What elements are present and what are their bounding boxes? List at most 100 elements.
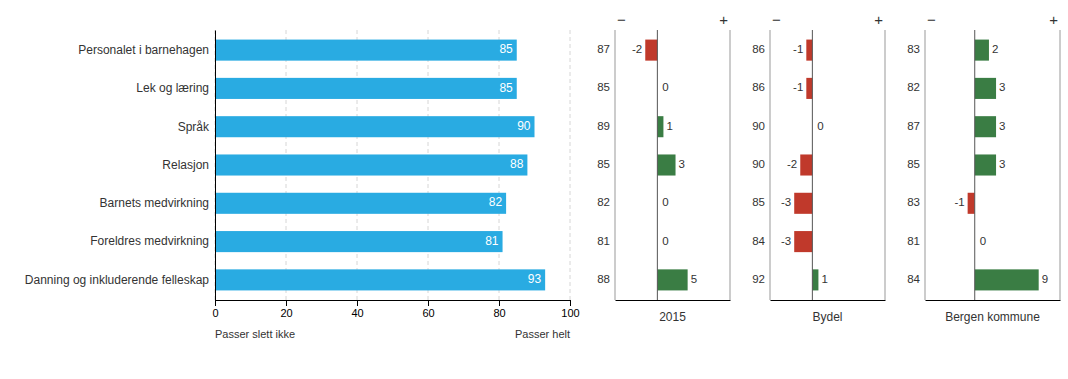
diff-bar [657, 116, 663, 137]
score-label: 85 [597, 81, 610, 93]
data-label: -1 [793, 43, 803, 55]
data-labels: 1-3-3-20-1-1 [781, 43, 828, 285]
annotation: + [874, 11, 883, 28]
y-tick-label: Foreldres medvirkning [90, 234, 209, 248]
diff-bar [975, 78, 996, 99]
data-label: -3 [781, 196, 791, 208]
annotation: Passer helt [515, 328, 570, 340]
y-tick-label: Språk [178, 120, 210, 134]
data-label: 3 [999, 81, 1005, 93]
bar [215, 78, 517, 99]
score-label: 84 [752, 235, 765, 247]
score-label: 81 [597, 235, 610, 247]
data-label: 0 [662, 196, 668, 208]
diff-bar [812, 269, 818, 290]
scores: 88818285898587 [597, 43, 610, 285]
diff-bar [975, 40, 989, 61]
scores: 84818385878283 [907, 43, 920, 285]
score-label: 85 [752, 196, 765, 208]
y-tick-label: Lek og læring [136, 81, 209, 95]
score-label: 85 [907, 158, 920, 170]
frame-left [925, 30, 926, 300]
data-label: 3 [999, 158, 1005, 170]
data-label: 5 [691, 273, 697, 285]
grid-line [215, 30, 216, 300]
data-labels: 90-13332 [954, 43, 1048, 285]
x-axis-title: Bergen kommune [945, 310, 1040, 324]
frame-right [885, 30, 886, 300]
score-label: 83 [907, 196, 920, 208]
data-label: -2 [632, 43, 642, 55]
y-tick: Personalet i barnehagen [78, 43, 209, 57]
score-label: 87 [597, 43, 610, 55]
y-axis: Personalet i barnehagen Lek og læring Språ… [25, 31, 216, 301]
diff-bar [975, 116, 996, 137]
y-tick: Barnets medvirkning [100, 196, 209, 210]
data-label: 0 [662, 235, 668, 247]
frame-right [1060, 30, 1061, 300]
score-label: 82 [907, 81, 920, 93]
score-label: 84 [907, 273, 920, 285]
score-label: 90 [752, 158, 765, 170]
data-label: -1 [954, 196, 964, 208]
y-tick-label: Relasjon [162, 158, 209, 172]
x-axis-title: 2015 [659, 310, 686, 324]
diff-bar [794, 193, 812, 214]
x-tick-label: 60 [422, 307, 434, 319]
annotation: + [1049, 11, 1058, 28]
annotation: Passer slett ikke [215, 328, 295, 340]
y-tick: Lek og læring [136, 81, 209, 95]
bar [215, 154, 527, 175]
data-label: 1 [666, 120, 672, 132]
x-tick: 0 [212, 300, 218, 319]
x-axis-title: Bydel [812, 310, 842, 324]
x-tick: 80 [493, 300, 505, 319]
score-label: 87 [907, 120, 920, 132]
x-tick: 40 [351, 300, 363, 319]
chart: 93818288908585020406080100Personalet i b… [0, 0, 1068, 379]
main-panel: 93818288908585020406080100Personalet i b… [25, 30, 580, 340]
x-tick-mark [499, 300, 500, 306]
annotation: − [617, 11, 626, 28]
data-label: 2 [992, 43, 998, 55]
data-label: 3 [999, 120, 1005, 132]
data-label: -1 [793, 81, 803, 93]
x-tick-label: 100 [561, 307, 579, 319]
x-tick: 60 [422, 300, 434, 319]
score-label: 86 [752, 81, 765, 93]
x-tick-mark [428, 300, 429, 306]
annotation: − [772, 11, 781, 28]
y-tick-label: Danning og inkluderende felleskap [25, 273, 209, 287]
scores: 92848590908686 [752, 43, 765, 285]
diff-bar [968, 193, 975, 214]
zero-line [812, 30, 813, 300]
diff-panel: 8481838587828390-13332−+Bergen kommune [907, 11, 1060, 324]
data-label: 85 [499, 42, 513, 56]
x-tick-label: 0 [212, 307, 218, 319]
x-axis-line [216, 301, 571, 307]
y-tick-label: Barnets medvirkning [100, 196, 209, 210]
score-label: 86 [752, 43, 765, 55]
x-axis [926, 300, 1061, 301]
diff-bar [657, 154, 675, 175]
x-tick-label: 40 [351, 307, 363, 319]
diff-panel: 928485909086861-3-3-20-1-1−+Bydel [752, 11, 885, 324]
score-label: 88 [597, 273, 610, 285]
diff-bar [806, 78, 812, 99]
diff-bar [806, 40, 812, 61]
bar [215, 231, 503, 252]
zero-line [974, 30, 975, 300]
data-labels: 500310-2 [632, 43, 697, 285]
x-tick-label: 20 [280, 307, 292, 319]
y-axis-line [215, 31, 216, 301]
score-label: 89 [597, 120, 610, 132]
data-label: 88 [510, 157, 524, 171]
diff-panel: 88818285898587500310-2−+2015 [597, 11, 730, 324]
frame-left [770, 30, 771, 300]
diff-bar [800, 154, 812, 175]
frame-left [615, 30, 616, 300]
x-tick-mark [357, 300, 358, 306]
bars [215, 40, 545, 291]
diff-bar [645, 40, 657, 61]
score-label: 85 [597, 158, 610, 170]
